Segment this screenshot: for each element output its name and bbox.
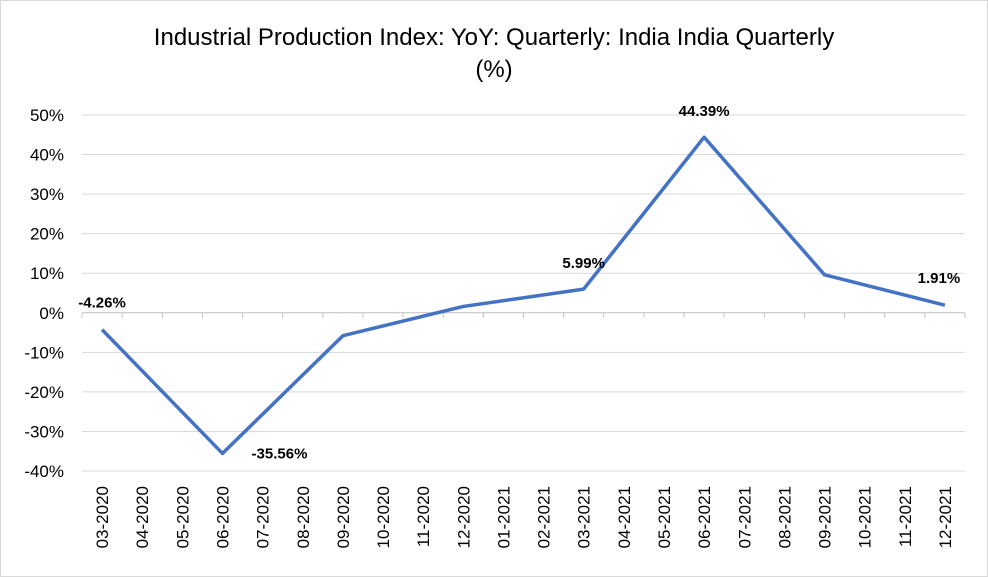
data-labels: -4.26% -35.56% 5.99% 44.39% 1.91% bbox=[78, 103, 960, 462]
x-tick-label: 06-2021 bbox=[695, 486, 714, 548]
data-label: 5.99% bbox=[562, 255, 605, 272]
x-tick-label: 03-2021 bbox=[575, 486, 594, 548]
y-tick-label: 30% bbox=[30, 185, 64, 204]
y-tick-label: 0% bbox=[39, 304, 64, 323]
chart-title-line-1: Industrial Production Index: YoY: Quarte… bbox=[153, 24, 835, 51]
x-tick-label: 10-2020 bbox=[374, 486, 393, 548]
x-tick-label: 08-2020 bbox=[294, 486, 313, 548]
x-tick-label: 11-2021 bbox=[896, 486, 915, 547]
x-tick-label: 05-2020 bbox=[173, 486, 192, 548]
y-tick-label: -20% bbox=[24, 383, 64, 402]
data-label: 1.91% bbox=[918, 270, 961, 287]
x-tick-label: 03-2020 bbox=[93, 486, 112, 548]
x-tick-label: 09-2021 bbox=[816, 486, 835, 548]
y-tick-label: 40% bbox=[30, 146, 64, 165]
data-label: -4.26% bbox=[78, 295, 126, 312]
series-line bbox=[100, 135, 946, 456]
data-label: 44.39% bbox=[679, 103, 730, 120]
x-tick-label: 12-2020 bbox=[454, 486, 473, 548]
x-tick-label: 02-2021 bbox=[535, 486, 554, 548]
gridlines bbox=[81, 114, 966, 472]
x-tick-label: 12-2021 bbox=[936, 486, 955, 548]
y-tick-label: 50% bbox=[30, 106, 64, 125]
y-axis-ticks: 50% 40% 30% 20% 10% 0% -10% -20% -30% -40% bbox=[24, 106, 64, 481]
x-tick-label: 07-2021 bbox=[735, 486, 754, 548]
x-tick-label: 04-2020 bbox=[133, 486, 152, 548]
series-layer bbox=[100, 135, 946, 456]
x-tick-label: 01-2021 bbox=[494, 486, 513, 548]
chart-title-line-2: (%) bbox=[475, 56, 513, 83]
x-tick-label: 06-2020 bbox=[213, 486, 232, 548]
y-tick-label: -40% bbox=[24, 462, 64, 481]
y-tick-label: -30% bbox=[24, 422, 64, 441]
chart-title: Industrial Production Index: YoY: Quarte… bbox=[0, 22, 988, 86]
y-tick-label: 20% bbox=[30, 225, 64, 244]
x-tick-label: 07-2020 bbox=[254, 486, 273, 548]
x-tick-label: 08-2021 bbox=[775, 486, 794, 548]
x-tick-label: 11-2020 bbox=[414, 486, 433, 547]
x-tick-label: 04-2021 bbox=[615, 486, 634, 548]
x-tick-label: 09-2020 bbox=[334, 486, 353, 548]
x-axis-ticks: 03-2020 04-2020 05-2020 06-2020 07-2020 08-20… bbox=[93, 486, 955, 548]
y-tick-label: 10% bbox=[30, 264, 64, 283]
y-tick-label: -10% bbox=[24, 343, 64, 362]
x-tick-label: 10-2021 bbox=[856, 486, 875, 548]
x-tick-label: 05-2021 bbox=[655, 486, 674, 548]
data-label: -35.56% bbox=[252, 445, 308, 462]
